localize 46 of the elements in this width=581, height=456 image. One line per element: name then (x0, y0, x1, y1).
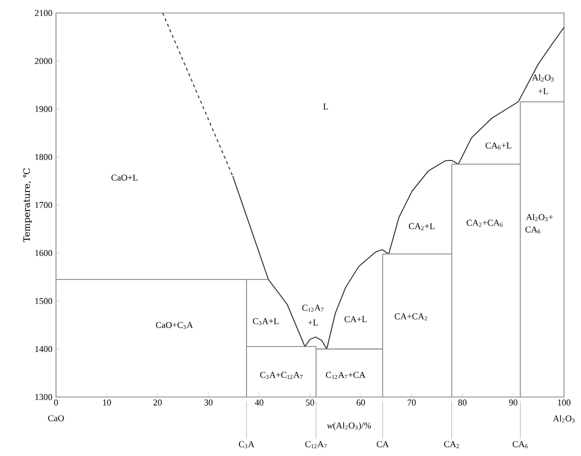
text: Al$_{2}$O$_{3}$ (552, 415, 574, 422)
x-tick-label: 0 (54, 400, 58, 406)
y-tick-label: 2100 (34, 10, 52, 16)
annotation: CaO+L (111, 174, 138, 181)
annotation: CA$_{6}$ (525, 226, 540, 234)
x-tick-label: 30 (204, 400, 213, 406)
x-tick-label: 20 (154, 400, 162, 406)
annotation: L (323, 104, 328, 110)
annotation: CA$_{2}$+L (408, 223, 434, 230)
text: CA (376, 441, 389, 448)
annotation: CA$_{6}$+L (486, 142, 512, 150)
annotation: +L (538, 88, 548, 94)
annotation: CA+L (344, 316, 367, 322)
text: C$_{3}$A (238, 441, 254, 448)
x-tick-label: 100 (558, 400, 570, 406)
x-tick-label: 10 (103, 400, 111, 406)
x-tick-label: 90 (509, 400, 518, 406)
annotation: C$_{12}$A$_{7}$+CA (326, 372, 366, 379)
annotation: Al$_{2}$O$_{3}$ (532, 74, 554, 82)
x-tick-label: 80 (458, 400, 467, 406)
y-tick-label: 1300 (35, 394, 52, 400)
x-tick-label: 40 (254, 400, 264, 406)
y-tick-label: 1400 (35, 346, 52, 352)
x-tick-label: 50 (306, 400, 314, 406)
y-axis-title: Temperature, ℃ (23, 168, 32, 242)
x-axis-title: w(Al$_{2}$O$_{3}$)/% (327, 422, 371, 430)
annotation: C$_{3}$A+C$_{12}$A$_{7}$ (260, 372, 303, 379)
text: CA$_{2}$ (444, 441, 459, 448)
annotation: C$_{3}$A+L (252, 318, 279, 326)
y-tick-label: 2000 (34, 58, 52, 64)
y-tick-label: 1500 (35, 298, 52, 304)
y-tick-label: 1600 (35, 250, 52, 256)
annotation: Al$_{2}$O$_{3}$+ (526, 214, 553, 222)
text: CA$_{6}$ (512, 441, 528, 448)
text: CaO (48, 415, 64, 422)
x-tick-label: 70 (408, 400, 416, 406)
x-tick-label: 60 (356, 400, 365, 406)
annotation: +L (308, 320, 318, 326)
y-tick-label: 1800 (35, 154, 52, 160)
text: C$_{12}$A$_{7}$ (305, 441, 327, 448)
annotation: CaO+C$_{3}$A (156, 322, 194, 329)
y-tick-label: 1900 (35, 106, 52, 112)
annotation: CA+CA$_{2}$ (394, 313, 427, 320)
y-tick-label: 1700 (35, 202, 52, 208)
annotation: C$_{12}$A$_{7}$ (302, 304, 324, 312)
annotation: CA$_{2}$+CA$_{6}$ (466, 220, 503, 227)
